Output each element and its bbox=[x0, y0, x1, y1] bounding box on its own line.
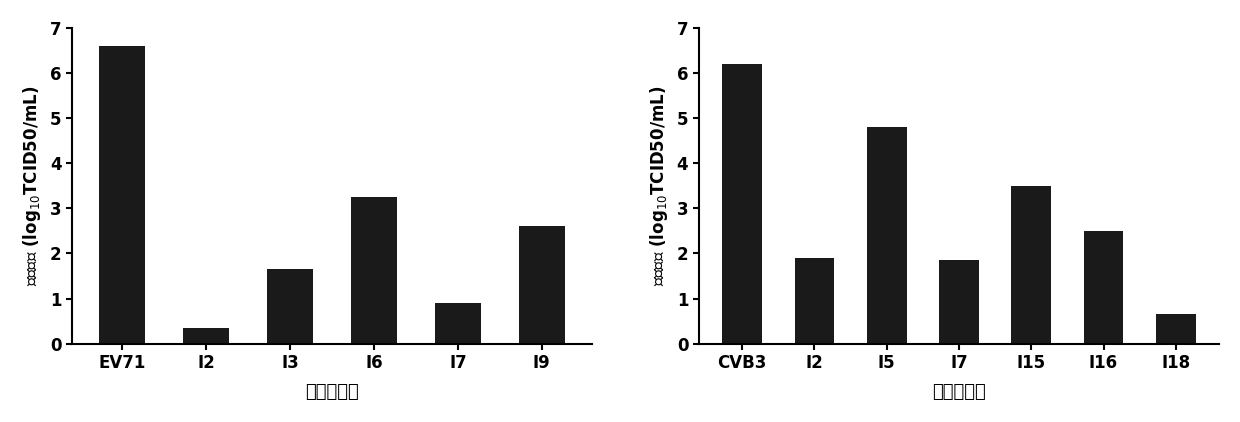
Bar bbox=[1156, 314, 1195, 344]
Bar bbox=[939, 260, 978, 344]
Bar bbox=[518, 226, 565, 344]
Bar bbox=[1012, 186, 1052, 344]
Bar bbox=[867, 127, 906, 344]
Bar bbox=[435, 303, 481, 344]
Bar bbox=[267, 269, 314, 344]
X-axis label: 化合物编号: 化合物编号 bbox=[305, 383, 358, 401]
Bar bbox=[351, 197, 397, 344]
Bar bbox=[184, 328, 229, 344]
Bar bbox=[1084, 231, 1123, 344]
Bar bbox=[795, 258, 835, 344]
X-axis label: 化合物编号: 化合物编号 bbox=[932, 383, 986, 401]
Y-axis label: 病毒濒度 (log$_{10}$TCID50/mL): 病毒濒度 (log$_{10}$TCID50/mL) bbox=[647, 86, 670, 286]
Y-axis label: 病毒濒度 (log$_{10}$TCID50/mL): 病毒濒度 (log$_{10}$TCID50/mL) bbox=[21, 86, 43, 286]
Bar bbox=[99, 46, 145, 344]
Bar bbox=[722, 64, 763, 344]
